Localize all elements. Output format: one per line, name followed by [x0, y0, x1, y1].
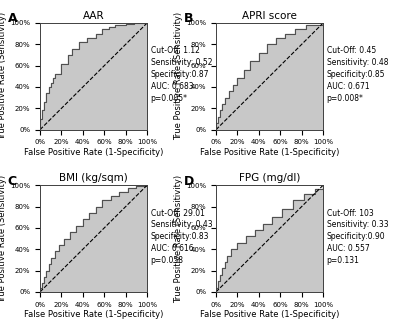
Y-axis label: True Positive Rate (Sensitivity): True Positive Rate (Sensitivity): [174, 174, 183, 303]
Y-axis label: True Positive Rate (Sensitivity): True Positive Rate (Sensitivity): [174, 12, 183, 140]
Text: D: D: [184, 174, 194, 188]
Text: Cut-Off: 1.12
Sensitivity: 0.52
Specificity:0.87
AUC: 0.683
p=0.005*: Cut-Off: 1.12 Sensitivity: 0.52 Specific…: [150, 47, 212, 103]
Title: FPG (mg/dl): FPG (mg/dl): [239, 173, 300, 183]
Text: C: C: [8, 174, 17, 188]
Title: APRI score: APRI score: [242, 11, 297, 21]
X-axis label: False Positive Rate (1-Specificity): False Positive Rate (1-Specificity): [24, 310, 163, 319]
X-axis label: False Positive Rate (1-Specificity): False Positive Rate (1-Specificity): [200, 148, 339, 157]
Text: Cut-Off: 103
Sensitivity: 0.33
Specificity:0.90
AUC: 0.557
p=0.131: Cut-Off: 103 Sensitivity: 0.33 Specifici…: [326, 209, 388, 265]
Title: BMI (kg/sqm): BMI (kg/sqm): [59, 173, 128, 183]
Text: B: B: [184, 12, 193, 25]
Title: AAR: AAR: [83, 11, 104, 21]
Text: A: A: [8, 12, 18, 25]
Text: Cut-Off: 0.45
Sensitivity: 0.48
Specificity:0.85
AUC: 0.671
p=0.008*: Cut-Off: 0.45 Sensitivity: 0.48 Specific…: [326, 47, 388, 103]
Text: Cut-Off: 29.01
Sensitivity: 0.43
Specificity:0.83
AUC: 0.616
p=0.058: Cut-Off: 29.01 Sensitivity: 0.43 Specifi…: [150, 209, 212, 265]
Y-axis label: True Positive Rate (Sensitivity): True Positive Rate (Sensitivity): [0, 174, 7, 303]
Y-axis label: True Positive Rate (Sensitivity): True Positive Rate (Sensitivity): [0, 12, 7, 140]
X-axis label: False Positive Rate (1-Specificity): False Positive Rate (1-Specificity): [24, 148, 163, 157]
X-axis label: False Positive Rate (1-Specificity): False Positive Rate (1-Specificity): [200, 310, 339, 319]
